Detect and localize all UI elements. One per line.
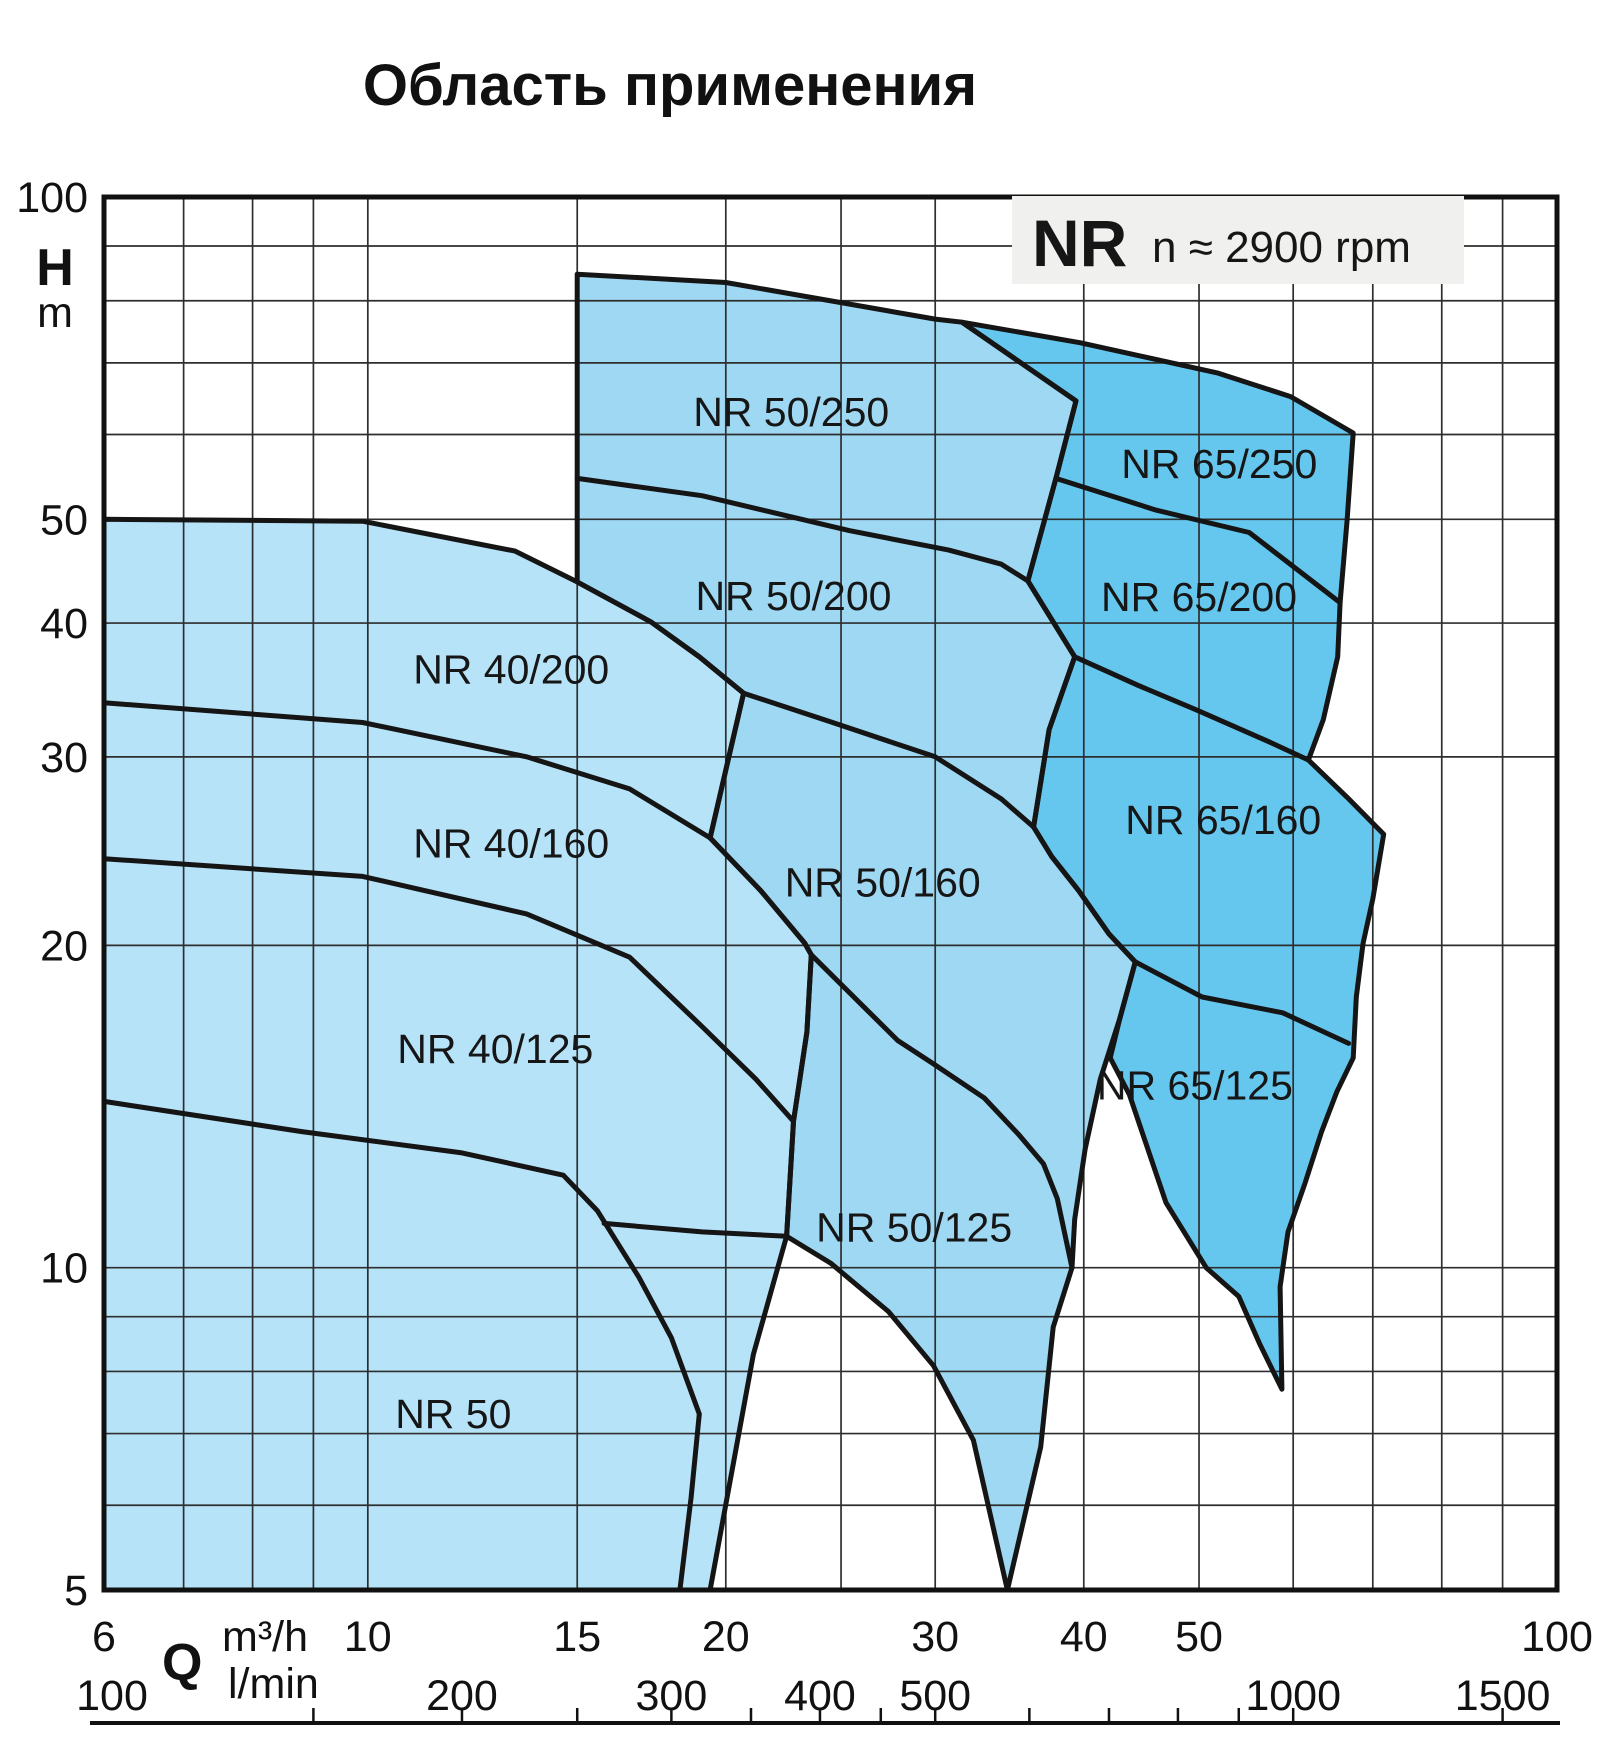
divider-nr40-bottom (101, 1098, 702, 1593)
divider-nr50-200-bottom (741, 690, 1037, 830)
plot-frame (101, 194, 1560, 1593)
region-label-nr-65-200: NR 65/200 (1101, 574, 1297, 620)
y-tick-label: 100 (16, 174, 88, 222)
region-label-nr-65-250: NR 65/250 (1121, 441, 1317, 487)
region-label-nr-50: NR 50 (395, 1391, 511, 1437)
region-fill-nr-40-family-nr-50-base (104, 519, 812, 1590)
series-name-label: NR (1032, 206, 1127, 280)
divider-nr40-160-top (101, 700, 713, 841)
x-tick-label-m3h: 100 (1521, 1613, 1593, 1661)
x-tick-label-m3h: 20 (702, 1613, 750, 1661)
y-axis-unit: m (37, 289, 73, 337)
region-label-nr-65-125: NR 65/125 (1097, 1062, 1293, 1108)
speed-label: n ≈ 2900 rpm (1152, 223, 1411, 272)
region-label-nr-50-125: NR 50/125 (816, 1205, 1012, 1251)
divider-nr50-base-top (601, 1220, 790, 1239)
y-tick-label: 5 (64, 1567, 88, 1615)
divider-nr40-125-top (101, 856, 796, 1124)
y-tick-label: 20 (40, 922, 88, 970)
x-axis-symbol: Q (162, 1634, 202, 1692)
x-tick-label-lmin: 100 (76, 1672, 148, 1720)
x-tick-label-m3h: 50 (1175, 1613, 1223, 1661)
region-label-nr-40-125: NR 40/125 (397, 1026, 593, 1072)
divider-nr50-250-bottom (574, 475, 1031, 584)
region-label-nr-40-160: NR 40/160 (413, 820, 609, 866)
y-tick-label: 10 (40, 1245, 88, 1293)
region-outline (959, 319, 1387, 1392)
gridlines-layer (104, 197, 1557, 1590)
speed-annotation-box (1012, 196, 1464, 284)
region-labels-layer: NR 50/250 NR 65/250 NR 50/200 NR 65/200 NR 4… (395, 389, 1321, 1437)
x-tick-label-m3h: 40 (1060, 1613, 1108, 1661)
region-label-nr-50-160: NR 50/160 (785, 859, 981, 905)
plot-frame-layer (101, 194, 1560, 1593)
divider-nr65-160-bottom (1132, 959, 1352, 1046)
divider-nr65-250-bottom (1053, 475, 1343, 606)
region-borders-layer (101, 271, 1387, 1593)
x-tick-label-m3h: 10 (344, 1613, 392, 1661)
x-axis-unit-m3h: m³/h (222, 1613, 308, 1661)
x-tick-label-m3h: 15 (553, 1613, 601, 1661)
y-tick-label: 40 (40, 600, 88, 648)
region-fill-nr-65-family (962, 322, 1384, 1390)
region-label-nr-40-200: NR 40/200 (413, 646, 609, 692)
region-fill-nr-50-family (577, 274, 1136, 1591)
region-label-nr-50-250: NR 50/250 (693, 389, 889, 435)
y-tick-label: 50 (40, 496, 88, 544)
x-tick-label-m3h: 30 (911, 1613, 959, 1661)
y-axis-symbol: H (36, 239, 74, 297)
divider-nr65-200-bottom (1072, 654, 1311, 763)
region-label-nr-50-200: NR 50/200 (695, 573, 891, 619)
region-label-nr-65-160: NR 65/160 (1125, 797, 1321, 843)
x-axis-unit-lmin: l/min (228, 1660, 319, 1708)
y-tick-label: 30 (40, 734, 88, 782)
region-fills-layer (104, 274, 1384, 1591)
page-title: Область применения (363, 53, 977, 118)
x-tick-label-m3h: 6 (92, 1613, 116, 1661)
divider-nr50-160-bottom (808, 952, 1075, 1271)
